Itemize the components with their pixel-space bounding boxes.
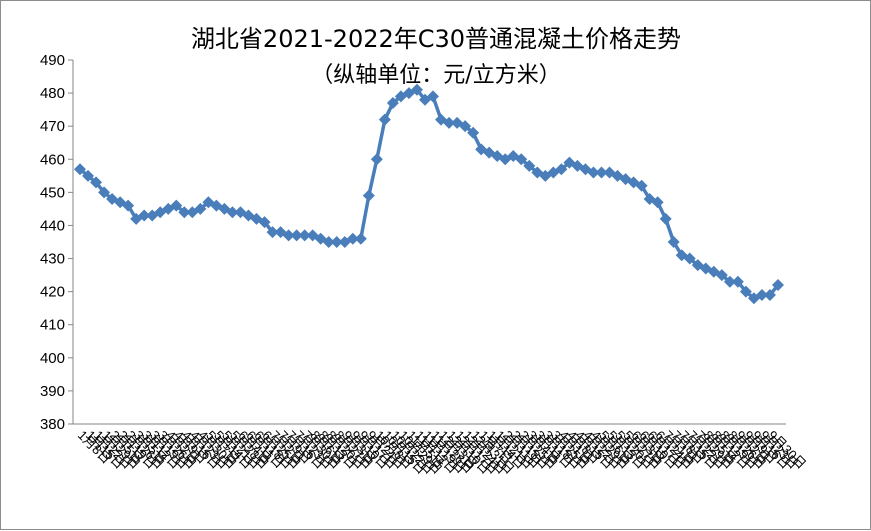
data-point-marker <box>370 153 383 166</box>
data-point-marker <box>194 202 207 215</box>
data-point-marker <box>515 153 528 166</box>
data-point-marker <box>683 252 696 265</box>
y-tick-label: 410 <box>40 317 65 334</box>
y-tick-label: 380 <box>40 416 65 433</box>
data-point-marker <box>266 226 279 239</box>
chart-title: 湖北省2021-2022年C30普通混凝土价格走势 <box>191 25 681 53</box>
data-point-marker <box>410 83 423 96</box>
axes <box>72 60 786 425</box>
data-point-marker <box>138 209 151 222</box>
y-tick-label: 480 <box>40 85 65 102</box>
data-point-marker <box>386 97 399 110</box>
data-point-marker <box>443 116 456 129</box>
data-point-marker <box>362 189 375 202</box>
data-point-marker <box>772 279 784 292</box>
data-point-marker <box>74 163 86 176</box>
y-tick-label: 440 <box>40 217 65 234</box>
x-axis-ticks: 1月8日1月15日1月22日1月29日2月5日2月19日2月26日3月5日3月1… <box>75 428 809 477</box>
data-point-marker <box>354 232 367 245</box>
data-point-marker <box>298 229 311 242</box>
data-point-marker <box>755 288 768 301</box>
series-line <box>78 88 780 300</box>
data-point-marker <box>322 236 335 248</box>
y-tick-label: 390 <box>40 383 65 400</box>
data-point-marker <box>659 212 672 225</box>
y-tick-label: 450 <box>40 184 65 201</box>
y-tick-label: 490 <box>40 52 65 69</box>
data-point-marker <box>346 232 359 245</box>
data-point-marker <box>715 269 728 282</box>
data-point-marker <box>651 196 664 209</box>
data-point-marker <box>122 199 135 212</box>
price-series <box>74 83 784 305</box>
data-point-marker <box>226 206 239 219</box>
data-point-marker <box>459 120 472 133</box>
data-point-marker <box>82 169 95 182</box>
y-tick-label: 430 <box>40 251 65 268</box>
data-point-marker <box>723 275 736 288</box>
data-point-marker <box>667 236 680 248</box>
data-point-marker <box>467 126 480 139</box>
y-tick-label: 400 <box>40 350 65 367</box>
data-point-marker <box>378 113 391 126</box>
data-point-marker <box>427 90 440 103</box>
data-point-marker <box>763 288 776 301</box>
data-point-marker <box>90 176 103 189</box>
y-axis-ticks: 380 390 400 410 420 430 440 450 460 470 480 490 <box>40 52 73 433</box>
data-point-marker <box>98 186 111 199</box>
data-point-marker <box>258 216 271 229</box>
data-point-marker <box>282 229 295 242</box>
data-point-marker <box>739 285 752 298</box>
chart-subtitle: （纵轴单位：元/立方米） <box>311 63 560 88</box>
data-point-marker <box>290 229 303 242</box>
y-tick-label: 460 <box>40 151 65 168</box>
data-point-marker <box>635 179 648 192</box>
data-point-marker <box>170 199 183 212</box>
data-point-marker <box>523 159 536 172</box>
data-point-marker <box>178 206 191 219</box>
data-point-marker <box>731 275 744 288</box>
data-point-marker <box>555 163 568 176</box>
y-tick-label: 420 <box>40 284 65 301</box>
y-tick-label: 470 <box>40 118 65 135</box>
data-point-marker <box>330 236 343 248</box>
data-point-marker <box>595 166 608 179</box>
data-point-marker <box>587 166 600 179</box>
